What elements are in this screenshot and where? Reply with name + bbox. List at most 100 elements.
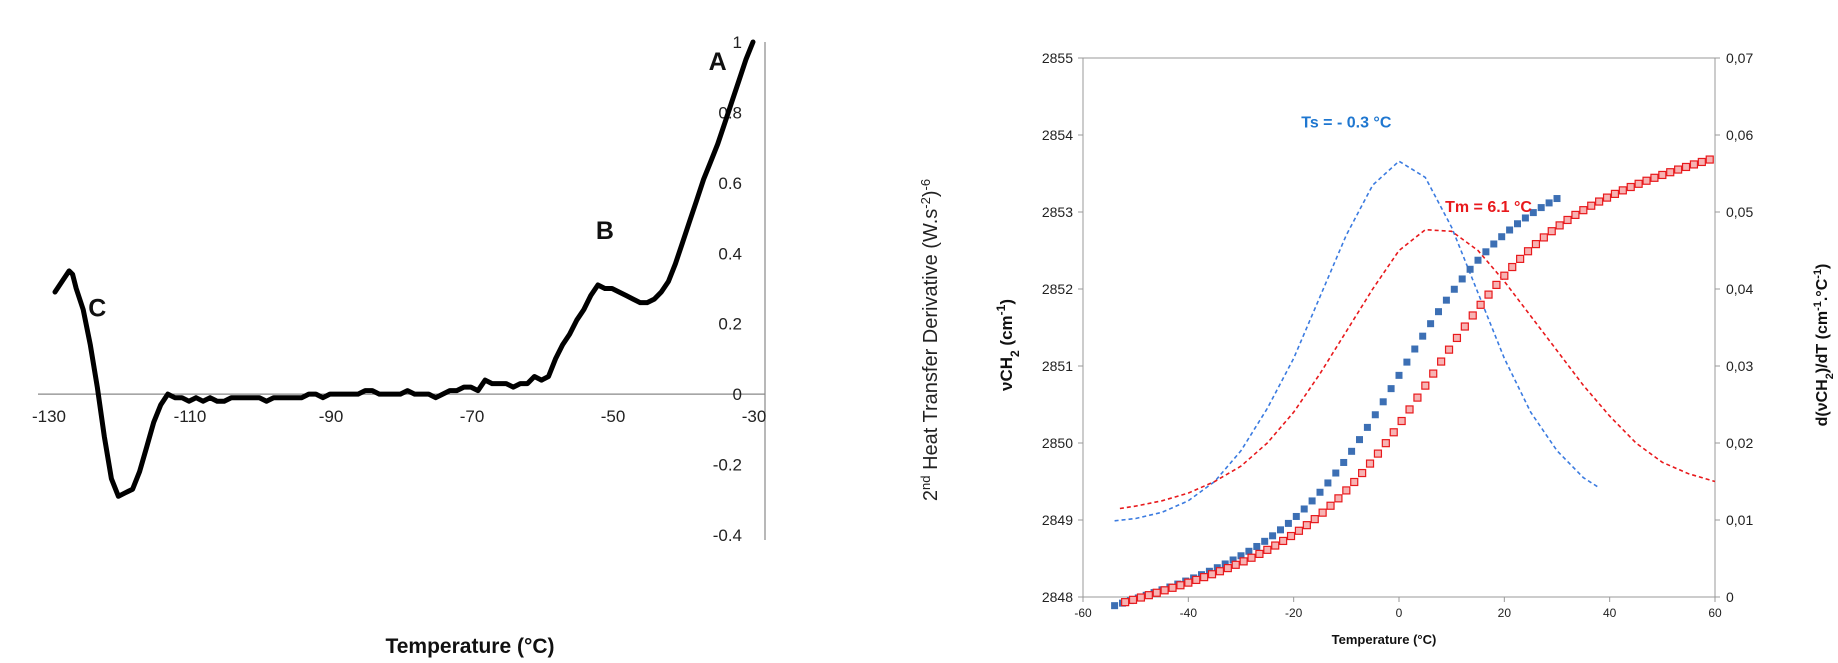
data-point-red: [1468, 311, 1477, 320]
data-point-red: [1192, 575, 1201, 585]
y-tick-label: 0: [733, 385, 742, 404]
y-tick-label: 0,04: [1726, 281, 1753, 297]
data-point-blue: [1371, 411, 1379, 419]
ylabel-sub: 2: [1008, 350, 1022, 357]
x-tick-label: -70: [460, 407, 485, 426]
y-tick-label: 2855: [1042, 50, 1073, 66]
data-point-red: [1160, 586, 1169, 595]
x-tick-label: 60: [1708, 606, 1722, 620]
data-point-blue: [1411, 345, 1419, 353]
data-point-red: [1136, 593, 1146, 602]
tm-derivative-curve: [1119, 228, 1716, 510]
data-point-red: [1650, 173, 1659, 182]
x-tick-label: -60: [1074, 606, 1092, 620]
data-point-blue: [1521, 214, 1529, 222]
data-point-blue: [1316, 488, 1324, 496]
data-point-red: [1642, 176, 1651, 185]
ylabel-part: (cm: [997, 315, 1016, 350]
data-point-red: [1539, 233, 1548, 242]
x-tick-label: -110: [174, 407, 207, 426]
y-tick-label: 2852: [1042, 281, 1073, 297]
data-point-red: [1413, 393, 1422, 402]
data-point-red: [1452, 333, 1462, 343]
data-point-blue: [1229, 556, 1237, 564]
x-tick-label: -20: [1285, 606, 1303, 620]
data-point-blue: [1403, 358, 1411, 366]
data-point-blue: [1277, 526, 1284, 534]
y-tick-label: 0.6: [718, 174, 742, 193]
y-tick-label: 0,01: [1726, 512, 1753, 528]
data-point-red: [1587, 201, 1596, 210]
data-point-red: [1263, 545, 1272, 554]
data-point-blue: [1482, 248, 1490, 256]
data-point-red: [1681, 162, 1691, 172]
data-point-red: [1547, 227, 1556, 236]
data-point-red: [1247, 553, 1256, 562]
data-point-red: [1523, 247, 1533, 256]
data-point-red: [1697, 157, 1706, 167]
tm-annotation: Tm = 6.1 °C: [1445, 199, 1532, 216]
ylabel-part: )/dT (cm: [1814, 311, 1831, 373]
ylabel-part: Heat Transfer Derivative (W.s: [920, 209, 942, 476]
x-tick-label: -130: [32, 407, 66, 426]
data-point-blue: [1300, 505, 1308, 513]
left-y-axis-title: νCH2 (cm-1): [994, 299, 1022, 391]
data-point-red: [1405, 405, 1414, 414]
data-point-red: [1302, 521, 1311, 530]
data-point-red: [1128, 595, 1138, 604]
data-point-red: [1358, 468, 1367, 478]
ylabel-sub: 2: [1824, 373, 1836, 379]
data-point-red: [1555, 221, 1564, 230]
data-point-red: [1231, 560, 1240, 569]
y-tick-label: 2849: [1042, 512, 1073, 528]
data-point-red: [1516, 254, 1525, 263]
y-tick-label: -0.4: [713, 526, 742, 545]
ylabel-part: .°C: [1814, 278, 1831, 301]
y-tick-label: 2853: [1042, 204, 1073, 220]
data-point-red: [1484, 290, 1493, 299]
x-tick-label: 0: [1396, 606, 1403, 620]
data-point-red: [1508, 262, 1517, 272]
data-point-red: [1610, 189, 1620, 198]
x-tick-label: 20: [1498, 606, 1512, 620]
series-right: [1111, 155, 1716, 610]
data-point-blue: [1553, 195, 1561, 203]
data-point-red: [1626, 182, 1635, 192]
data-point-red: [1579, 206, 1588, 215]
y-tick-labels-left: -0.4-0.200.20.40.60.81: [713, 33, 742, 545]
data-point-blue: [1269, 532, 1277, 540]
y-tick-label: 1: [733, 33, 742, 52]
data-point-red: [1279, 536, 1288, 546]
data-point-blue: [1442, 296, 1450, 304]
y-tick-label: 0,06: [1726, 127, 1753, 143]
data-point-red: [1602, 193, 1612, 202]
data-point-blue: [1498, 233, 1506, 241]
data-point-red: [1618, 186, 1627, 195]
data-point-blue: [1545, 199, 1553, 207]
data-point-red: [1294, 526, 1304, 535]
data-point-red: [1365, 459, 1375, 468]
data-point-red: [1689, 160, 1699, 169]
data-point-blue: [1395, 371, 1403, 379]
data-point-red: [1500, 271, 1509, 280]
chart-left: -130 -110 -90 -70 -50 -30 -0.4-0.200.20.40.60…: [32, 33, 942, 658]
data-point-blue: [1506, 226, 1514, 234]
data-point-red: [1389, 428, 1398, 437]
data-point-red: [1476, 300, 1485, 309]
data-point-red: [1176, 581, 1185, 590]
ylabel-sup: nd: [918, 475, 933, 489]
y-tick-label: 0.2: [718, 315, 742, 334]
data-point-red: [1271, 541, 1280, 550]
data-point-red: [1595, 197, 1604, 206]
data-point-red: [1444, 345, 1454, 354]
data-point-blue: [1537, 204, 1545, 212]
data-point-blue: [1348, 447, 1356, 455]
data-point-red: [1255, 549, 1264, 559]
x-tick-label: -50: [601, 407, 626, 426]
data-point-blue: [1324, 479, 1332, 487]
data-point-red: [1310, 515, 1319, 524]
x-tick-labels-left: -130 -110 -90 -70 -50 -30: [32, 407, 766, 426]
data-point-blue: [1221, 560, 1229, 568]
data-point-red: [1705, 155, 1714, 164]
ylabel-part: ): [920, 190, 942, 197]
